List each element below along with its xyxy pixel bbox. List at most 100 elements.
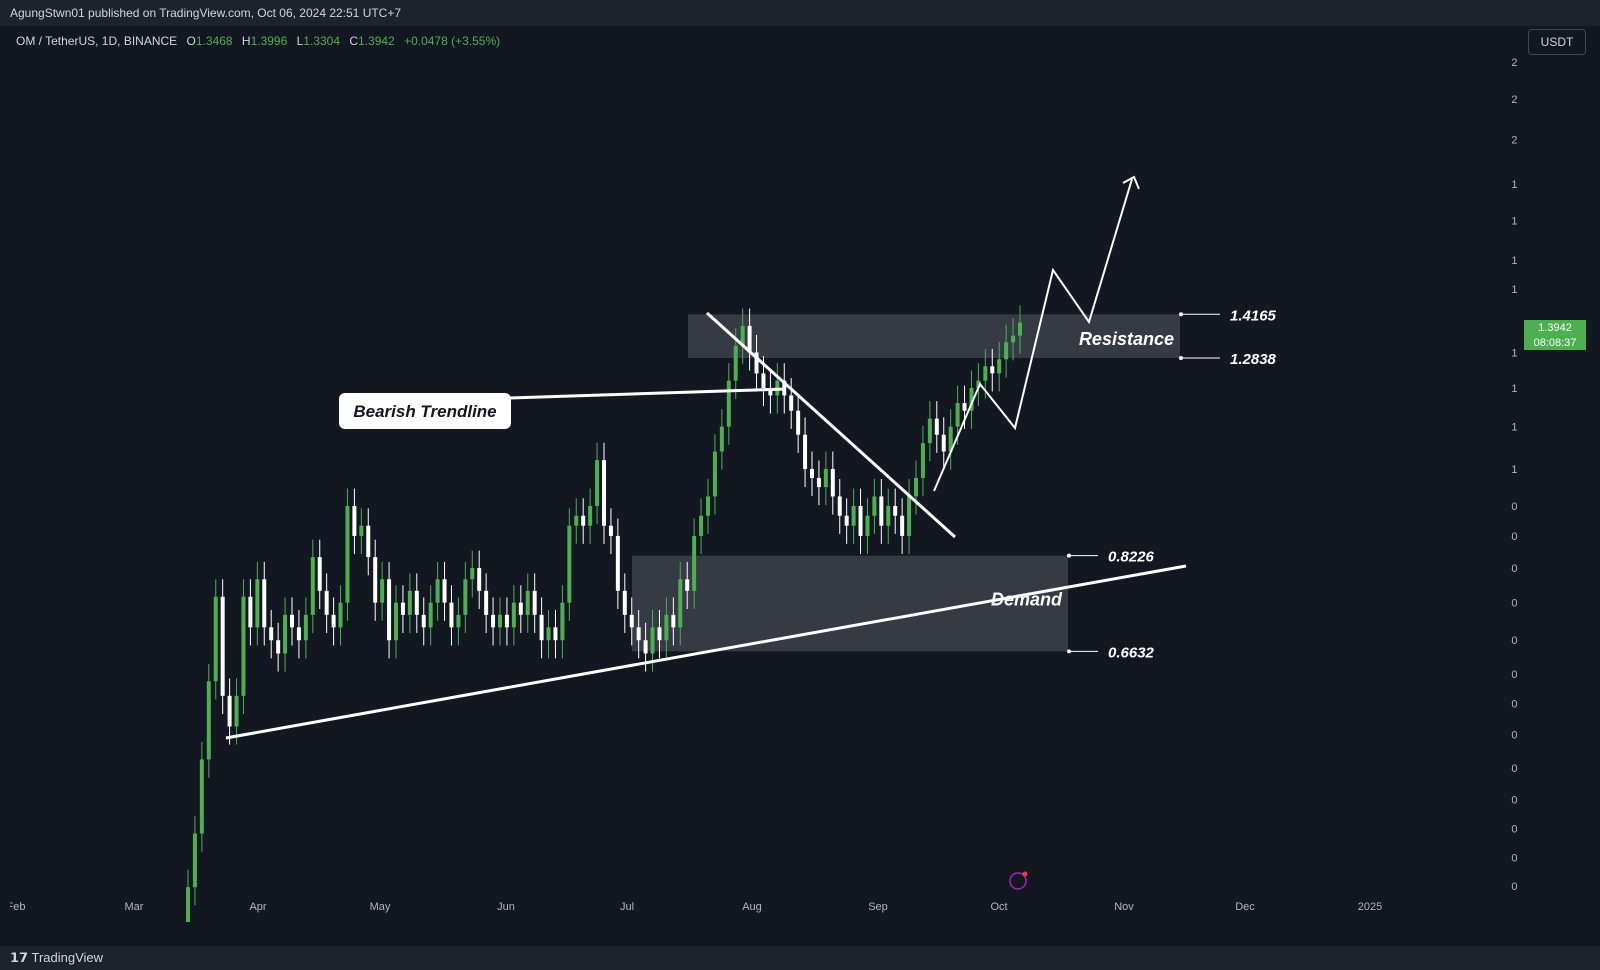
candle-body (283, 614, 288, 654)
candle-body (227, 695, 232, 727)
y-tick-label: 0.9200 (1511, 501, 1518, 513)
candle-body (186, 887, 190, 922)
candle-body (629, 614, 634, 628)
candle-body (747, 325, 752, 353)
candle-body (539, 614, 544, 641)
last-price-value: 1.3942 (1538, 322, 1572, 334)
tradingview-logo-icon: 𝟭𝟳 (10, 950, 29, 965)
candle-body (428, 602, 433, 628)
candle-body (789, 395, 794, 411)
candle-body (983, 366, 988, 381)
candle-body (865, 515, 870, 536)
candle-body (303, 614, 308, 641)
candle-body (449, 602, 454, 628)
candle-body (525, 590, 530, 615)
x-tick-label: Sep (868, 901, 888, 913)
candle-body (504, 614, 509, 628)
last-price-tag: 1.3942 08:08:37 (1524, 320, 1586, 350)
countdown-timer: 08:08:37 (1533, 337, 1577, 349)
callout-label: Bearish Trendline (353, 402, 496, 421)
x-tick-label: Dec (1235, 901, 1255, 913)
candle-body (269, 627, 274, 641)
candle-body (421, 614, 426, 628)
candle-body (893, 505, 898, 516)
candle-body (574, 515, 579, 526)
candle-body (338, 602, 343, 628)
y-tick-label: 0.7400 (1511, 598, 1518, 610)
y-tick-label: 0.4170 (1511, 852, 1518, 864)
x-tick-label: Mar (125, 901, 144, 913)
y-tick-label: 1.5000 (1511, 284, 1518, 296)
candle-body (518, 602, 523, 615)
candle-body (664, 614, 669, 641)
candle-body (553, 627, 558, 641)
currency-button[interactable]: USDT (1528, 29, 1586, 55)
candle-body (900, 515, 905, 536)
candle-body (595, 460, 600, 506)
candle-body (366, 525, 371, 558)
demand-bottom-dot (1067, 649, 1071, 654)
candle-body (706, 496, 710, 516)
candle-body (317, 557, 322, 591)
callout-box (339, 393, 511, 429)
candle-body (241, 596, 246, 696)
candle-body (373, 557, 378, 603)
candle-body (608, 525, 613, 536)
candle-body (920, 443, 925, 478)
candle-body (997, 359, 1002, 374)
candle-body (872, 496, 877, 516)
x-tick-label: 2025 (1358, 901, 1382, 913)
change-value: +0.0478 (+3.55%) (404, 34, 501, 48)
candle-body (907, 496, 912, 536)
candle-body (387, 579, 392, 641)
x-tick-label: Nov (1114, 901, 1134, 913)
candle-body (851, 505, 856, 526)
candle-body (581, 515, 586, 526)
candle-body (969, 387, 974, 411)
y-tick-label: 0.4750 (1511, 795, 1518, 807)
y-tick-label: 2.5000 (1511, 57, 1518, 69)
x-tick-label: Jun (497, 901, 515, 913)
candle-body (290, 614, 294, 628)
candle-body (532, 590, 537, 615)
candle-body (276, 640, 281, 654)
candle-body (255, 579, 260, 628)
candle-body (394, 602, 398, 641)
bearish-trendline (705, 311, 957, 539)
y-tick-label: 1.3000 (1511, 347, 1518, 359)
low-label: L (296, 34, 304, 48)
candle-body (234, 695, 239, 727)
bottom-bar: 𝟭𝟳 TradingView (0, 946, 1600, 970)
y-tick-label: 0.8000 (1511, 563, 1518, 575)
candle-body (927, 418, 932, 444)
candle-body (262, 579, 267, 628)
projection-path (933, 178, 1133, 492)
candle-body (248, 596, 253, 628)
symbol-name: OM / TetherUS, 1D, BINANCE (16, 34, 178, 48)
candle-body (740, 325, 745, 346)
candle-body (823, 468, 828, 488)
resistance-top-dot (1179, 312, 1183, 317)
candle-body (296, 627, 301, 641)
candle-body (796, 410, 801, 435)
candle-body (331, 614, 336, 628)
candle-body (934, 418, 939, 435)
candle-body (1011, 335, 1016, 343)
candle-body (657, 627, 662, 641)
candle-body (456, 614, 461, 628)
candle-body (477, 568, 482, 591)
candle-body (414, 590, 419, 615)
candle-body (733, 345, 738, 381)
y-tick-label: 0.3910 (1511, 881, 1518, 893)
open-label: O (186, 34, 196, 48)
candle-body (976, 380, 981, 388)
candle-body (615, 535, 620, 591)
candle-body (560, 602, 565, 641)
event-notification-dot (1022, 871, 1028, 877)
candle-body (484, 590, 489, 615)
resistance-top-label: 1.4165 (1230, 307, 1277, 324)
